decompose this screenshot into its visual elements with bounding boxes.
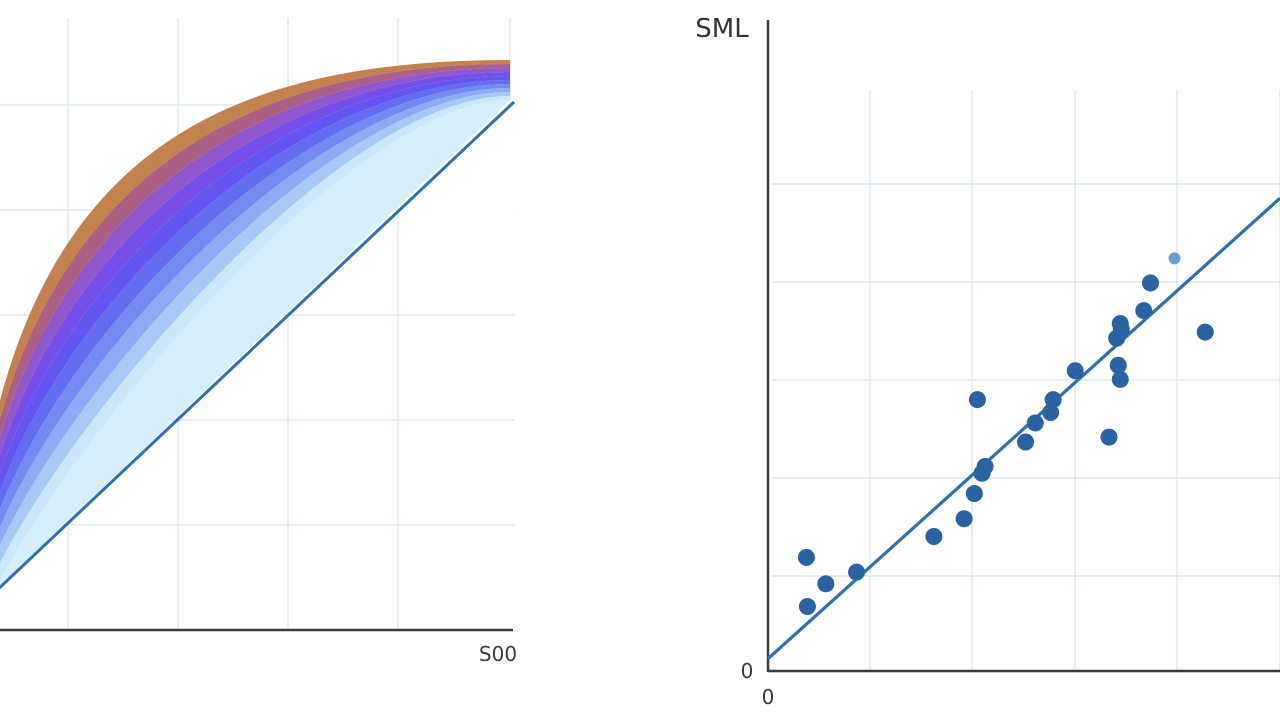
scatter-point (1111, 370, 1129, 388)
scatter-point (1135, 302, 1153, 320)
scatter-point (976, 458, 994, 476)
scatter-point (1112, 320, 1130, 338)
scatter-point (848, 563, 866, 581)
right-y-axis-title: SML (695, 14, 749, 44)
scatter-point (1044, 391, 1062, 409)
scatter-point (1109, 356, 1127, 374)
left-bands (0, 60, 515, 632)
right-points (797, 252, 1214, 616)
right-x-origin-label: 0 (762, 685, 775, 709)
right-fit-line (766, 197, 1280, 660)
left-band (0, 76, 510, 492)
scatter-point (965, 485, 983, 503)
left-area-chart: S00 (0, 18, 517, 666)
scatter-point (817, 575, 835, 593)
scatter-point (925, 528, 943, 546)
right-fit-line-group (766, 197, 1280, 660)
scatter-point (1017, 433, 1035, 451)
scatter-point (1066, 362, 1084, 380)
scatter-point (1026, 414, 1044, 432)
left-diagonal-line (0, 100, 516, 590)
right-grid (772, 90, 1280, 671)
scatter-point (955, 510, 973, 528)
left-diagonal (0, 100, 516, 590)
left-below-diagonal (0, 100, 514, 632)
scatter-point (797, 548, 815, 566)
scatter-point (1042, 404, 1060, 422)
scatter-point (1141, 274, 1159, 292)
right-scatter-chart: SML 0 0 (695, 14, 1280, 709)
scatter-point (968, 391, 986, 409)
scatter-point (1168, 252, 1181, 265)
left-band (0, 68, 510, 456)
scatter-point (1196, 323, 1214, 341)
left-band (0, 72, 510, 474)
left-band-inner (0, 100, 510, 586)
left-x-tick-label: S00 (479, 642, 517, 666)
scatter-point (1100, 428, 1118, 446)
right-y-origin-label: 0 (741, 659, 754, 683)
scatter-point (798, 598, 816, 616)
